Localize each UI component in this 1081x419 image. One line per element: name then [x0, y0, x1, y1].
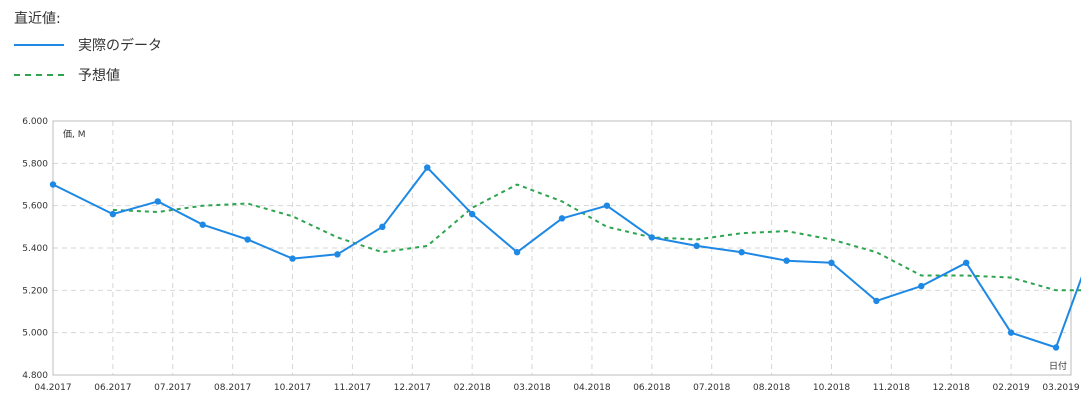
data-point-actual[interactable] [424, 164, 431, 171]
series-line-actual[interactable] [52, 166, 1081, 349]
y-axis-ticks: 6.000 5.800 5.600 5.400 5.200 5.000 4.800 [22, 117, 48, 381]
plot-frame [52, 120, 1072, 376]
data-point-actual[interactable] [109, 210, 117, 218]
x-tick-label: 12.2017 [394, 383, 431, 393]
data-point-actual[interactable] [738, 249, 745, 256]
x-tick-label: 02.2019 [993, 383, 1030, 393]
legend-item-actual[interactable]: 実際のデータ [14, 30, 162, 60]
x-tick-label: 04.2018 [573, 383, 610, 393]
data-point-actual[interactable] [693, 242, 700, 250]
data-point-actual[interactable] [289, 255, 296, 262]
data-point-actual[interactable] [648, 234, 656, 241]
data-point-actual[interactable] [468, 210, 476, 218]
y-tick-label: 5.800 [22, 159, 48, 169]
data-point-actual[interactable] [783, 257, 790, 264]
x-axis-label: 日付 [1049, 361, 1067, 372]
data-point-actual[interactable] [873, 297, 880, 305]
data-point-actual[interactable] [513, 249, 521, 256]
grid-layer [52, 120, 1072, 376]
x-tick-label: 08.2017 [214, 383, 251, 393]
data-point-actual[interactable] [603, 202, 611, 209]
x-axis-ticks: 04.2017 06.2017 07.2017 08.2017 10.2017 11.20… [34, 383, 1079, 393]
x-tick-label: 06.2017 [94, 383, 131, 393]
x-tick-label: 03.2019 [1042, 383, 1079, 393]
series-line-forecast[interactable] [112, 183, 1081, 292]
y-tick-label: 5.600 [22, 202, 48, 212]
legend-label-forecast: 予想値 [78, 68, 120, 84]
x-tick-label: 02.2018 [454, 383, 491, 393]
data-point-actual[interactable] [918, 282, 925, 290]
data-point-actual[interactable] [379, 223, 386, 231]
x-tick-label: 12.2018 [933, 383, 970, 393]
legend-item-forecast[interactable]: 予想値 [14, 60, 162, 90]
legend-title: 直近値: [14, 11, 61, 27]
data-point-actual[interactable] [558, 215, 566, 222]
chart-legend: 直近値: 実際のデータ 予想値 [14, 8, 162, 90]
data-point-actual[interactable] [963, 259, 970, 267]
x-tick-label: 07.2017 [154, 383, 191, 393]
x-tick-label: 10.2018 [813, 383, 850, 393]
y-tick-label: 6.000 [22, 117, 48, 127]
data-point-actual[interactable] [199, 221, 206, 228]
data-point-actual[interactable] [1007, 329, 1015, 336]
x-tick-label: 11.2017 [334, 383, 371, 393]
x-tick-label: 08.2018 [753, 383, 790, 393]
y-axis-label: 価, M [63, 128, 86, 140]
legend-swatch-actual [14, 44, 64, 46]
legend-swatch-forecast [14, 74, 64, 76]
x-tick-label: 04.2017 [34, 383, 71, 393]
data-point-actual[interactable] [1052, 344, 1060, 351]
x-tick-label: 11.2018 [873, 383, 910, 393]
legend-label-actual: 実際のデータ [78, 38, 162, 54]
data-point-actual[interactable] [244, 236, 251, 243]
x-tick-label: 06.2018 [633, 383, 670, 393]
data-point-actual[interactable] [828, 259, 835, 267]
x-tick-label: 10.2017 [274, 383, 311, 393]
data-point-actual[interactable] [154, 198, 161, 205]
y-tick-label: 5.000 [22, 329, 48, 339]
y-tick-label: 5.200 [22, 286, 48, 296]
data-point-actual[interactable] [334, 251, 341, 258]
y-tick-label: 5.400 [22, 244, 48, 254]
y-tick-label: 4.800 [22, 371, 48, 381]
series-layer [49, 164, 1081, 351]
x-tick-label: 03.2018 [513, 383, 550, 393]
x-tick-label: 07.2018 [693, 383, 730, 393]
data-point-actual[interactable] [49, 181, 57, 188]
